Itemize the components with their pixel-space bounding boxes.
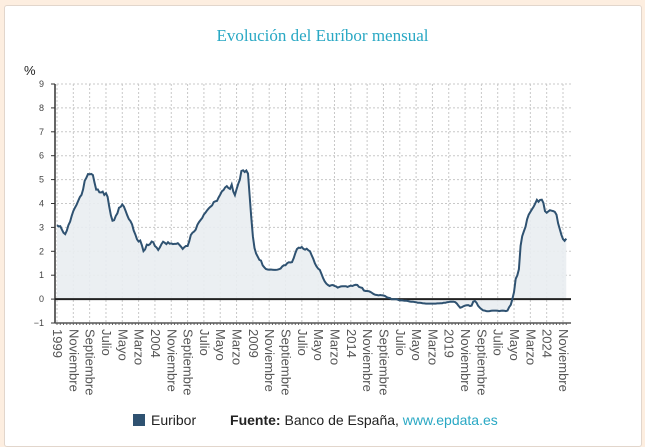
x-tick-label: Julio [393, 329, 408, 356]
x-tick-label: Marzo [425, 329, 440, 365]
x-tick-label: 2019 [442, 329, 457, 358]
x-tick-label: Noviembre [458, 329, 473, 392]
x-tick-label: Marzo [230, 329, 245, 365]
x-tick-label: Julio [491, 329, 506, 356]
x-tick-label: Noviembre [360, 329, 375, 392]
x-tick-label: Mayo [115, 329, 130, 361]
chart-title: Evolución del Euríbor mensual [216, 26, 429, 45]
y-tick-label: −1 [34, 318, 44, 328]
source-label: Fuente: [230, 412, 281, 428]
source-note: Fuente: Banco de España, www.epdata.es [230, 412, 498, 428]
series-line-euribor [56, 168, 568, 313]
x-tick-label: Marzo [132, 329, 147, 365]
x-tick-label: Septiembre [83, 329, 98, 395]
y-tick-label: 8 [39, 103, 44, 113]
legend-label-euribor: Euribor [151, 412, 197, 428]
y-tick-label: 2 [39, 246, 44, 256]
legend-swatch-euribor [133, 414, 145, 426]
x-tick-label: Julio [99, 329, 114, 356]
y-tick-label: 3 [39, 222, 44, 232]
y-tick-label: 9 [39, 79, 44, 89]
x-tick-label: Marzo [327, 329, 342, 365]
x-tick-label: Septiembre [181, 329, 196, 395]
y-tick-label: 6 [39, 151, 44, 161]
area-fill [57, 170, 567, 312]
x-tick-label: Septiembre [376, 329, 391, 395]
x-tick-label: 2009 [246, 329, 261, 358]
x-tick-label: 2014 [344, 329, 359, 358]
x-tick-label: Marzo [523, 329, 538, 365]
y-tick-label: 5 [39, 175, 44, 185]
x-tick-label: Julio [197, 329, 212, 356]
x-tick-label: 2024 [540, 329, 555, 358]
y-axis-unit: % [24, 63, 36, 78]
x-tick-label: Mayo [311, 329, 326, 361]
x-tick-label: Septiembre [474, 329, 489, 395]
x-tick-label: Septiembre [279, 329, 294, 395]
x-tick-label: Mayo [507, 329, 522, 361]
y-tick-label: 0 [39, 294, 44, 304]
x-tick-label: Noviembre [164, 329, 179, 392]
x-tick-label: Noviembre [556, 329, 571, 392]
source-link[interactable]: www.epdata.es [402, 412, 498, 428]
y-tick-label: 7 [39, 127, 44, 137]
legend: Euribor Fuente: Banco de España, www.epd… [133, 412, 498, 428]
x-tick-label: Noviembre [66, 329, 81, 392]
x-tick-label: Noviembre [262, 329, 277, 392]
x-tick-label: Mayo [213, 329, 228, 361]
x-tick-label: Julio [295, 329, 310, 356]
source-text: Banco de España, [280, 412, 403, 428]
x-tick-label: Mayo [409, 329, 424, 361]
y-tick-label: 4 [39, 199, 44, 209]
x-tick-label: 1999 [50, 329, 65, 358]
y-tick-label: 1 [39, 270, 44, 280]
x-tick-label: 2004 [148, 329, 163, 358]
